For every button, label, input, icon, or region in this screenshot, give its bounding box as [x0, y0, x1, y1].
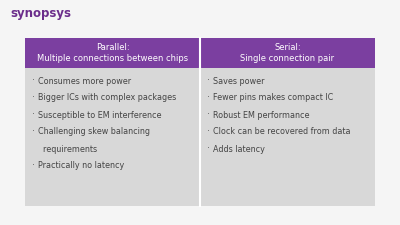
- Text: ·: ·: [207, 94, 210, 103]
- Text: ·: ·: [207, 144, 210, 153]
- Text: Parallel:: Parallel:: [96, 43, 129, 52]
- Text: ·: ·: [32, 110, 35, 119]
- Text: Multiple connections between chips: Multiple connections between chips: [37, 54, 188, 63]
- Text: Fewer pins makes compact IC: Fewer pins makes compact IC: [213, 94, 333, 103]
- Text: synopsys: synopsys: [10, 7, 71, 20]
- FancyBboxPatch shape: [200, 38, 375, 68]
- FancyBboxPatch shape: [25, 38, 375, 206]
- Text: ·: ·: [32, 76, 35, 86]
- Text: Susceptible to EM interference: Susceptible to EM interference: [38, 110, 162, 119]
- Text: Clock can be recovered from data: Clock can be recovered from data: [213, 128, 350, 137]
- Text: Bigger ICs with complex packages: Bigger ICs with complex packages: [38, 94, 176, 103]
- Text: Robust EM performance: Robust EM performance: [213, 110, 310, 119]
- Text: Serial:: Serial:: [274, 43, 301, 52]
- Text: Practically no latency: Practically no latency: [38, 162, 124, 171]
- Text: Challenging skew balancing: Challenging skew balancing: [38, 128, 150, 137]
- Text: ·: ·: [32, 128, 35, 137]
- Text: Consumes more power: Consumes more power: [38, 76, 131, 86]
- Text: ·: ·: [207, 128, 210, 137]
- Text: ·: ·: [207, 110, 210, 119]
- Text: Adds latency: Adds latency: [213, 144, 265, 153]
- FancyBboxPatch shape: [25, 38, 200, 68]
- Text: requirements: requirements: [38, 144, 97, 153]
- Text: ·: ·: [207, 76, 210, 86]
- Text: ·: ·: [32, 162, 35, 171]
- Text: ·: ·: [32, 94, 35, 103]
- Text: Single connection pair: Single connection pair: [240, 54, 334, 63]
- Text: Saves power: Saves power: [213, 76, 264, 86]
